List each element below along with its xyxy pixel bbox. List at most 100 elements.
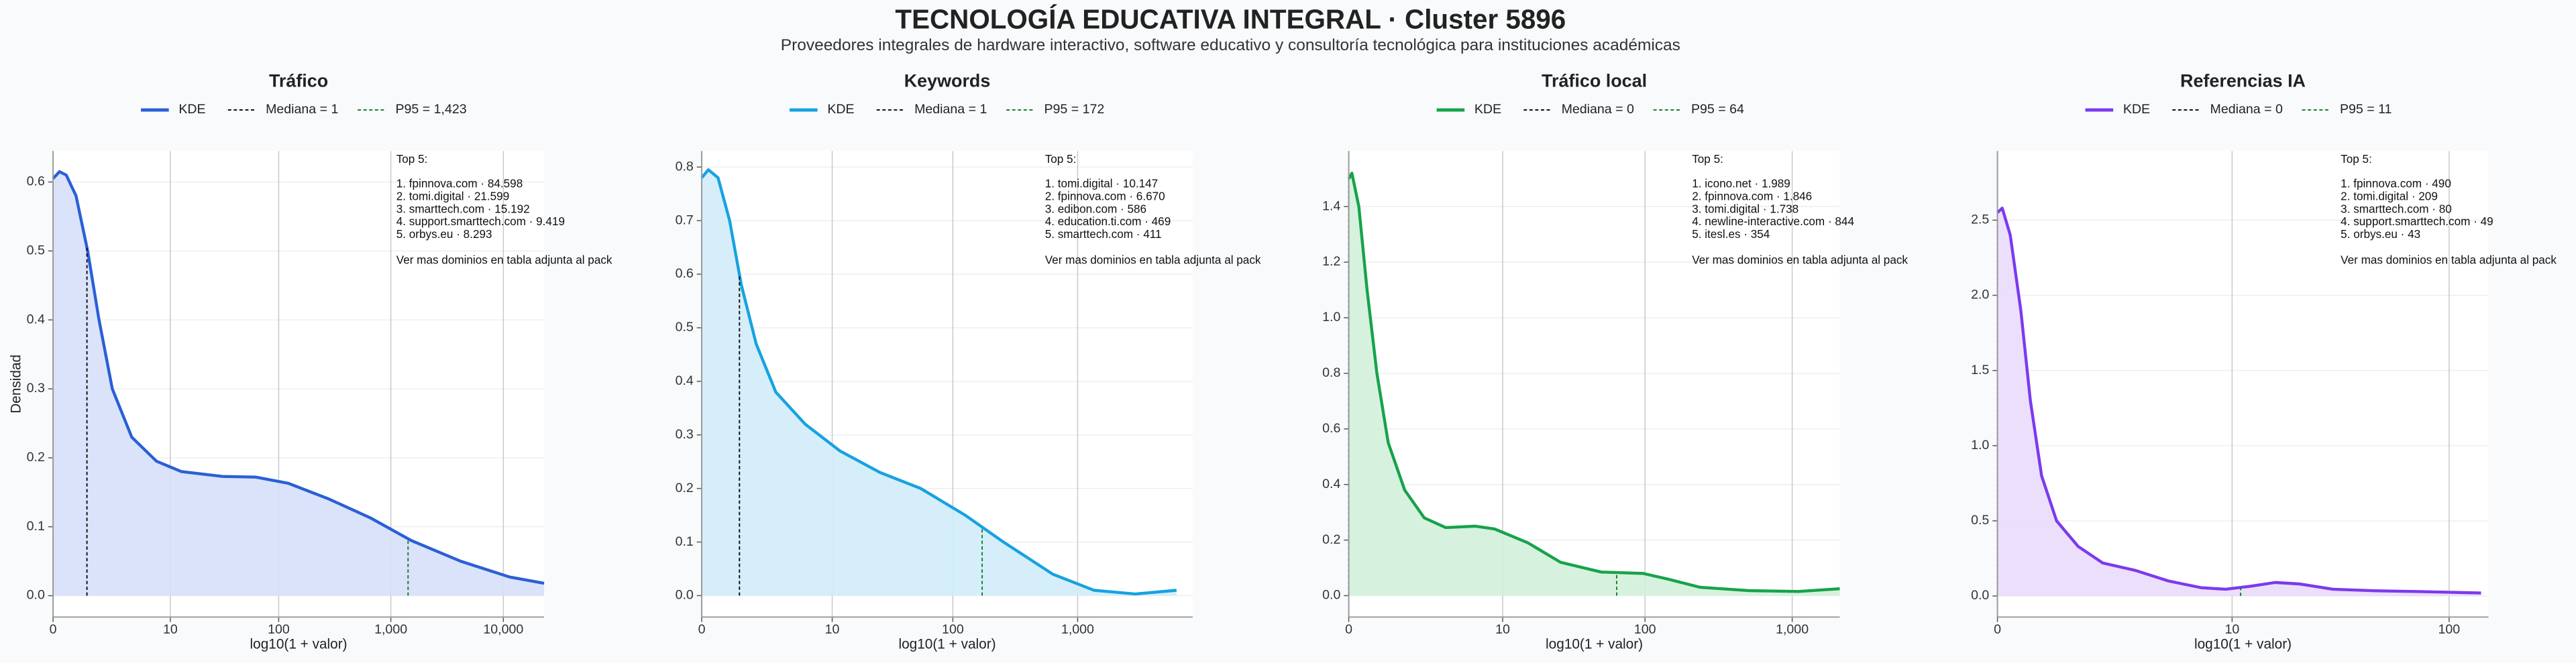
y-tick-label: 0.4 (1322, 477, 1340, 491)
x-tick-label: 10 (163, 622, 178, 637)
y-tick-label: 2.5 (1971, 213, 1989, 227)
legend-label: Mediana = 1 (914, 102, 987, 117)
y-tick-label: 0.6 (27, 174, 45, 189)
annotation-footer: Ver mas dominios en tabla adjunta al pac… (1045, 253, 1261, 266)
annotation-item: 3. edibon.com · 586 (1045, 202, 1146, 215)
legend-label: P95 = 1,423 (396, 102, 467, 117)
kde-line (52, 170, 545, 585)
annotation-item: 3. smarttech.com · 80 (2341, 202, 2452, 215)
y-tick-label: 0.7 (676, 213, 694, 227)
annotation-item: 5. itesl.es · 354 (1692, 227, 1770, 241)
x-tick-label: 1,000 (1061, 622, 1094, 637)
legend-label: Mediana = 1 (266, 102, 338, 117)
y-tick-label: 1.0 (1971, 438, 1989, 453)
kde-line (1996, 206, 2481, 595)
annotation-item: 5. orbys.eu · 43 (2341, 227, 2420, 241)
legend-label: Mediana = 0 (2210, 102, 2283, 117)
x-axis-label: log10(1 + valor) (898, 637, 996, 652)
annotation-item: 1. tomi.digital · 10.147 (1045, 177, 1159, 190)
x-tick-label: 1,000 (1776, 622, 1809, 637)
annotation-item: 2. tomi.digital · 21.599 (396, 189, 510, 202)
y-tick-label: 0.8 (1322, 365, 1340, 380)
annotation-footer: Ver mas dominios en tabla adjunta al pac… (1692, 253, 1908, 266)
legend-label: KDE (2123, 102, 2150, 117)
plot-area (1997, 151, 2489, 617)
y-tick-label: 0.6 (676, 266, 694, 281)
y-tick-label: 0.0 (1971, 588, 1989, 603)
x-tick-label: 1,000 (374, 622, 407, 637)
annotation-item: 1. fpinnova.com · 84.598 (396, 177, 523, 190)
kde-line (700, 168, 1177, 596)
x-tick-label: 0 (1994, 622, 2001, 637)
annotation-item: 4. newline-interactive.com · 844 (1692, 215, 1854, 228)
annotation-item: 1. fpinnova.com · 490 (2341, 177, 2451, 190)
annotation-heading: Top 5: (1045, 152, 1077, 166)
y-tick-label: 0.2 (1322, 532, 1340, 547)
y-tick-label: 1.2 (1322, 254, 1340, 269)
y-tick-label: 1.4 (1322, 198, 1340, 213)
annotation-heading: Top 5: (1692, 152, 1723, 166)
annotation-heading: Top 5: (2341, 152, 2372, 166)
annotation-footer: Ver mas dominios en tabla adjunta al pac… (2341, 253, 2557, 266)
page-title: TECNOLOGÍA EDUCATIVA INTEGRAL · Cluster … (895, 3, 1566, 34)
annotation-item: 5. orbys.eu · 8.293 (396, 227, 492, 241)
y-tick-label: 1.5 (1971, 363, 1989, 377)
y-tick-label: 0.2 (27, 450, 45, 465)
y-tick-label: 0.5 (27, 243, 45, 258)
kde-area (1348, 173, 1840, 596)
panel-title: Tráfico (269, 71, 328, 91)
annotation-item: 1. icono.net · 1.989 (1692, 177, 1790, 190)
panel: Keywords 0.0 0.1 0.2 0.3 0.4 0.5 0.6 0.7 0.8 0 10 10… (676, 71, 1261, 652)
y-tick-label: 2.0 (1971, 288, 1989, 302)
x-tick-label: 100 (2438, 622, 2460, 637)
annotation-item: 2. tomi.digital · 209 (2341, 189, 2438, 202)
x-tick-label: 0 (698, 622, 706, 637)
x-tick-label: 0 (1345, 622, 1352, 637)
x-tick-label: 100 (1634, 622, 1656, 637)
page-subtitle: Proveedores integrales de hardware inter… (781, 36, 1680, 54)
y-tick-label: 0.6 (1322, 421, 1340, 436)
annotation-item: 2. fpinnova.com · 6.670 (1045, 189, 1165, 202)
y-tick-label: 0.5 (1971, 513, 1989, 528)
y-tick-label: 0.4 (27, 312, 45, 326)
panel: Tráfico 0.0 0.1 0.2 0.3 0.4 0.5 0.6 0 10 100 1,000 1… (9, 71, 612, 652)
kde-area (1997, 208, 2481, 597)
y-tick-label: 0.4 (676, 373, 694, 388)
y-tick-label: 0.0 (676, 588, 694, 603)
kde-area (53, 172, 545, 596)
panel: Referencias IA 0.0 0.5 1.0 1.5 2.0 2.5 0 10 100 KD… (1971, 71, 2557, 652)
y-axis-label: Densidad (9, 355, 24, 414)
y-tick-label: 0.0 (1322, 588, 1340, 603)
panel-title: Tráfico local (1542, 71, 1647, 91)
panel-title: Referencias IA (2180, 71, 2306, 91)
y-tick-label: 0.2 (676, 481, 694, 495)
annotation-item: 3. tomi.digital · 1.738 (1692, 202, 1799, 215)
annotation-item: 2. fpinnova.com · 1.846 (1692, 189, 1812, 202)
x-tick-label: 10 (825, 622, 840, 637)
annotation-item: 4. support.smarttech.com · 9.419 (396, 215, 565, 228)
x-axis-label: log10(1 + valor) (1546, 637, 1643, 652)
x-tick-label: 100 (942, 622, 964, 637)
y-tick-label: 0.3 (676, 427, 694, 442)
legend-label: KDE (827, 102, 854, 117)
annotation-item: 3. smarttech.com · 15.192 (396, 202, 530, 215)
y-tick-label: 0.0 (27, 588, 45, 603)
x-axis-label: log10(1 + valor) (2194, 637, 2292, 652)
y-tick-label: 1.0 (1322, 310, 1340, 324)
x-axis-label: log10(1 + valor) (250, 637, 347, 652)
legend-label: Mediana = 0 (1562, 102, 1634, 117)
legend-label: P95 = 11 (2340, 102, 2392, 117)
panel-title: Keywords (904, 71, 991, 91)
kde-area (702, 170, 1177, 596)
y-tick-label: 0.8 (676, 159, 694, 174)
legend-label: KDE (178, 102, 205, 117)
x-tick-label: 100 (268, 622, 290, 637)
x-tick-label: 10 (1495, 622, 1510, 637)
legend-label: P95 = 172 (1044, 102, 1104, 117)
kde-line (1347, 172, 1840, 593)
annotation-item: 5. smarttech.com · 411 (1045, 227, 1162, 241)
legend-label: P95 = 64 (1691, 102, 1744, 117)
y-tick-label: 0.1 (676, 534, 694, 549)
x-tick-label: 10 (2224, 622, 2239, 637)
